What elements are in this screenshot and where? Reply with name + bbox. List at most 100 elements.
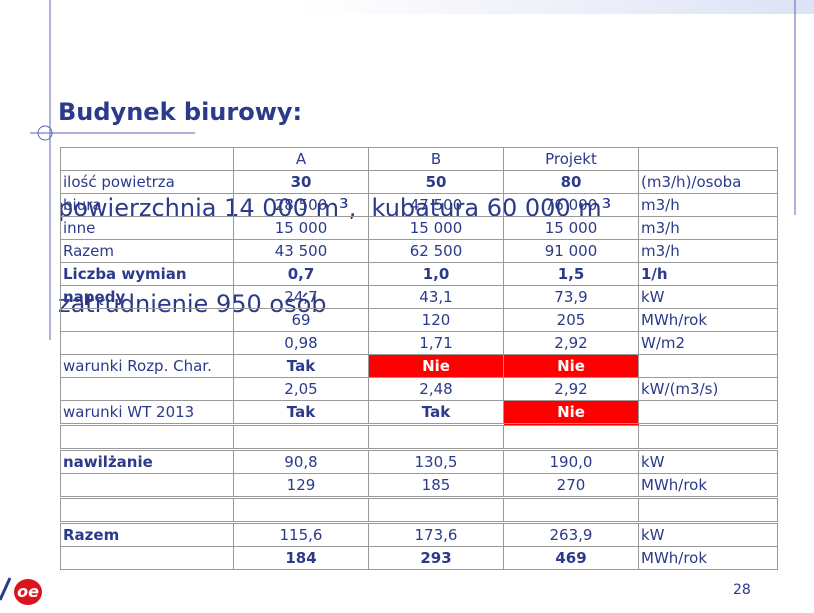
- cell: Tak: [368, 400, 504, 425]
- cell: m3/h: [638, 193, 778, 217]
- cell: 15 000: [503, 216, 639, 240]
- cell: [60, 546, 234, 570]
- top-band: [300, 0, 814, 14]
- cell: 0,98: [233, 331, 369, 355]
- cell: [638, 496, 778, 523]
- cell: [233, 496, 369, 523]
- table-row: biura 28 500 47 500 76 000 m3/h: [60, 193, 778, 217]
- data-table: A B Projekt ilość powietrza 30 50 80 (m3/h)/os…: [60, 147, 778, 570]
- cell: [60, 496, 234, 523]
- cell: MWh/rok: [638, 473, 778, 498]
- cell: 293: [368, 546, 504, 570]
- cell: MWh/rok: [638, 308, 778, 332]
- cell: [638, 354, 778, 378]
- table-row: Razem 43 500 62 500 91 000 m3/h: [60, 239, 778, 263]
- cell: Tak: [233, 400, 369, 425]
- cell: MWh/rok: [638, 546, 778, 570]
- cell: [60, 331, 234, 355]
- table-row: 0,98 1,71 2,92 W/m2: [60, 331, 778, 355]
- cell: 2,92: [503, 377, 639, 401]
- cell: [638, 423, 778, 450]
- cell: 76 000: [503, 193, 639, 217]
- cell: kW: [638, 448, 778, 474]
- table-row: warunki WT 2013 Tak Tak Nie: [60, 400, 778, 425]
- cell: Nie: [503, 354, 639, 378]
- cell: 43 500: [233, 239, 369, 263]
- cell: [60, 308, 234, 332]
- cell: [60, 147, 234, 171]
- cell: 62 500: [368, 239, 504, 263]
- cell: 15 000: [368, 216, 504, 240]
- cell: Nie: [368, 354, 504, 378]
- table-row: ilość powietrza 30 50 80 (m3/h)/osoba: [60, 170, 778, 194]
- cell: W/m2: [638, 331, 778, 355]
- cell: biura: [60, 193, 234, 217]
- cell: 205: [503, 308, 639, 332]
- cell: 1,0: [368, 262, 504, 286]
- header-row: A B Projekt: [60, 147, 778, 171]
- cell: 1,5: [503, 262, 639, 286]
- cell: 90,8: [233, 448, 369, 474]
- title: Budynek biurowy:: [58, 98, 303, 126]
- cell: m3/h: [638, 216, 778, 240]
- cell: 30: [233, 170, 369, 194]
- cell: napędy: [60, 285, 234, 309]
- crosshair: [37, 125, 53, 141]
- table-row: inne 15 000 15 000 15 000 m3/h: [60, 216, 778, 240]
- cell: 120: [368, 308, 504, 332]
- header-cell: A: [233, 147, 369, 171]
- cell: 469: [503, 546, 639, 570]
- header-cell: Projekt: [503, 147, 639, 171]
- table-row: [60, 423, 778, 450]
- cell: nawilżanie: [60, 448, 234, 474]
- table-row: Razem 115,6 173,6 263,9 kW: [60, 521, 778, 547]
- cell: Razem: [60, 239, 234, 263]
- cell: kW: [638, 285, 778, 309]
- cell: warunki Rozp. Char.: [60, 354, 234, 378]
- cell: 91 000: [503, 239, 639, 263]
- cell: 28 500: [233, 193, 369, 217]
- cell: [368, 423, 504, 450]
- cell: [503, 423, 639, 450]
- cell: 24,7: [233, 285, 369, 309]
- cell: 263,9: [503, 521, 639, 547]
- cell: 50: [368, 170, 504, 194]
- cell: 1/h: [638, 262, 778, 286]
- cell: [60, 423, 234, 450]
- cell: 0,7: [233, 262, 369, 286]
- table-row: warunki Rozp. Char. Tak Nie Nie: [60, 354, 778, 378]
- cell: [638, 400, 778, 425]
- cell: kW: [638, 521, 778, 547]
- table-row: 2,05 2,48 2,92 kW/(m3/s): [60, 377, 778, 401]
- cell: [233, 423, 369, 450]
- cell: 270: [503, 473, 639, 498]
- cell: kW/(m3/s): [638, 377, 778, 401]
- cell: Liczba wymian: [60, 262, 234, 286]
- table-row: 184 293 469 MWh/rok: [60, 546, 778, 570]
- table-row: nawilżanie 90,8 130,5 190,0 kW: [60, 448, 778, 474]
- cell: 184: [233, 546, 369, 570]
- cell: 185: [368, 473, 504, 498]
- cell: 130,5: [368, 448, 504, 474]
- cell: [503, 496, 639, 523]
- logo: oe: [14, 579, 42, 605]
- cell: 15 000: [233, 216, 369, 240]
- cell: m3/h: [638, 239, 778, 263]
- cell: ilość powietrza: [60, 170, 234, 194]
- cell: 129: [233, 473, 369, 498]
- table-row: 69 120 205 MWh/rok: [60, 308, 778, 332]
- cell: Tak: [233, 354, 369, 378]
- cell: warunki WT 2013: [60, 400, 234, 425]
- header-cell: B: [368, 147, 504, 171]
- cell: Nie: [503, 400, 639, 425]
- table-row: Liczba wymian 0,7 1,0 1,5 1/h: [60, 262, 778, 286]
- cell: 2,48: [368, 377, 504, 401]
- cell: 73,9: [503, 285, 639, 309]
- cell: [60, 377, 234, 401]
- cell: 2,92: [503, 331, 639, 355]
- cell: inne: [60, 216, 234, 240]
- logo-stroke: [0, 577, 12, 601]
- cell: [638, 147, 778, 171]
